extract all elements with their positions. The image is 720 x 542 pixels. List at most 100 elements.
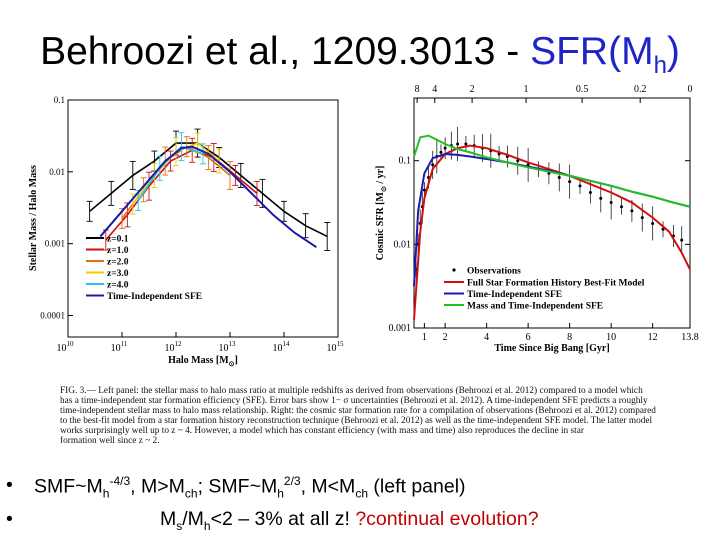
obs-point bbox=[620, 205, 624, 209]
left-legend-label: z=4.0 bbox=[107, 281, 129, 291]
left-legend-label: z=0.1 bbox=[107, 235, 129, 245]
left-y-tick-label: 0.0001 bbox=[40, 310, 65, 320]
left-x-tick-label: 1014 bbox=[273, 340, 291, 354]
left-series-line bbox=[99, 145, 317, 249]
obs-point bbox=[431, 163, 435, 167]
left-legend-label: z=2.0 bbox=[107, 258, 129, 268]
charts-figure: 1010 1011 1012 1013 1014 10150.10.010.0010.00… bbox=[28, 84, 699, 368]
left-plot-frame bbox=[67, 99, 339, 338]
b2-s1: s bbox=[176, 518, 183, 533]
obs-point bbox=[578, 184, 582, 188]
obs-point bbox=[651, 221, 655, 225]
bullet-text: Ms/Mh<2 – 3% at all z! ?continual evolut… bbox=[160, 508, 539, 533]
b1-s1: h bbox=[102, 486, 110, 501]
left-legend-label: z=3.0 bbox=[107, 269, 129, 279]
bullet-list: • SMF~Mh-4/3, M>Mch; SMF~Mh2/3, M<Mch (l… bbox=[0, 474, 720, 542]
b1-s4: ch bbox=[355, 486, 368, 501]
right-x-tick-label: 10 bbox=[606, 332, 616, 343]
left-y-tick-label: 0.001 bbox=[45, 239, 65, 249]
right-top-tick-label: 2 bbox=[470, 84, 475, 95]
title-sfr-close: ) bbox=[666, 30, 680, 73]
b2-s2: h bbox=[203, 518, 211, 533]
obs-point bbox=[443, 146, 447, 150]
b1-s2: ch bbox=[184, 486, 198, 501]
caption-line: works surprisingly well up to z ~ 4. How… bbox=[60, 426, 584, 437]
caption-line: time-independent stellar mass to halo ma… bbox=[60, 406, 656, 417]
b2-p1: M bbox=[160, 508, 177, 530]
b2-p2: /M bbox=[182, 508, 204, 530]
b1-p4: , M<M bbox=[300, 475, 356, 498]
right-legend-label: Time-Independent SFE bbox=[467, 290, 562, 300]
b2-question: ?continual evolution? bbox=[355, 508, 539, 530]
right-x-tick-label: 1 bbox=[422, 332, 427, 343]
right-y-tick-label: 0.1 bbox=[399, 156, 412, 167]
obs-point bbox=[568, 180, 572, 184]
title-sfr-text: SFR(M bbox=[530, 30, 654, 73]
right-x-tick-label: 13.8 bbox=[681, 332, 699, 343]
obs-point bbox=[557, 175, 561, 179]
title-main: Behroozi et al., 1209.3013 - bbox=[40, 30, 531, 73]
bullet-text: SMF~Mh-4/3, M>Mch; SMF~Mh2/3, M<Mch (lef… bbox=[34, 474, 466, 500]
right-y-tick-label: 0.01 bbox=[394, 239, 412, 250]
right-legend-label: Mass and Time-Independent SFE bbox=[467, 302, 603, 312]
b1-p2: , M>M bbox=[130, 475, 185, 498]
caption-line: FIG. 3.— Left panel: the stellar mass to… bbox=[60, 386, 643, 396]
right-top-tick-label: 4 bbox=[432, 84, 437, 95]
right-top-tick-label: 0.2 bbox=[634, 84, 647, 95]
right-top-tick-label: 0 bbox=[688, 84, 693, 95]
bullet-dot: • bbox=[6, 474, 13, 496]
bullet-dot: • bbox=[6, 508, 13, 530]
left-y-tick-label: 0.01 bbox=[49, 167, 65, 177]
obs-point bbox=[422, 188, 426, 192]
title-sfr-sub: h bbox=[653, 51, 667, 79]
obs-point bbox=[609, 201, 613, 205]
right-y-tick-label: 0.001 bbox=[389, 323, 412, 334]
obs-point bbox=[661, 227, 665, 231]
obs-point bbox=[456, 142, 460, 146]
obs-point bbox=[680, 238, 684, 242]
caption-line: to the best-fit model from a star format… bbox=[60, 416, 653, 427]
right-legend-label: Observations bbox=[467, 267, 521, 277]
obs-point bbox=[516, 159, 520, 163]
left-legend-label: z=1.0 bbox=[107, 246, 129, 256]
obs-point bbox=[630, 209, 634, 213]
title-sfr: SFR(Mh) bbox=[530, 30, 680, 79]
right-series-line bbox=[413, 144, 691, 320]
right-x-axis-label: Time Since Big Bang [Gyr] bbox=[494, 343, 609, 354]
right-series-line bbox=[413, 134, 691, 208]
left-x-tick-label: 1010 bbox=[57, 340, 75, 354]
obs-point bbox=[588, 191, 592, 195]
left-x-tick-label: 1012 bbox=[165, 340, 183, 354]
obs-point bbox=[439, 150, 443, 154]
right-x-tick-label: 6 bbox=[526, 332, 531, 343]
caption-line: has a time-independent star formation ef… bbox=[60, 396, 648, 407]
obs-point bbox=[599, 196, 603, 200]
figure-caption: FIG. 3.— Left panel: the stellar mass to… bbox=[60, 386, 720, 466]
b1-p3: ; SMF~M bbox=[197, 475, 278, 498]
right-plot-frame bbox=[413, 97, 691, 329]
right-legend-obs-marker bbox=[452, 268, 456, 272]
b1-s3: h bbox=[277, 486, 284, 501]
right-x-tick-label: 8 bbox=[567, 332, 572, 343]
left-legend-label: Time-Independent SFE bbox=[107, 292, 202, 302]
bullet-item: • SMF~Mh-4/3, M>Mch; SMF~Mh2/3, M<Mch (l… bbox=[0, 474, 720, 508]
right-x-tick-label: 4 bbox=[484, 332, 489, 343]
b2-p3: <2 – 3% at all z! bbox=[210, 508, 356, 530]
b1-p1: SMF~M bbox=[34, 475, 103, 498]
right-legend-label: Full Star Formation History Best-Fit Mod… bbox=[467, 279, 645, 289]
right-y-axis-label: Cosmic SFR [M⊙ / yr] bbox=[375, 166, 388, 261]
right-x-tick-label: 2 bbox=[443, 332, 448, 343]
b1-p5: (left panel) bbox=[368, 475, 466, 498]
obs-point bbox=[464, 142, 468, 146]
left-x-tick-label: 1013 bbox=[219, 340, 237, 354]
caption-line: formation well since z ~ 2. bbox=[60, 436, 160, 447]
right-top-tick-label: 1 bbox=[524, 84, 529, 95]
left-y-tick-label: 0.1 bbox=[54, 95, 65, 105]
right-series-line bbox=[413, 153, 691, 287]
left-y-axis-label: Stellar Mass / Halo Mass bbox=[28, 165, 39, 271]
right-top-tick-label: 8 bbox=[415, 84, 420, 95]
b1-sup1: -4/3 bbox=[109, 474, 131, 488]
slide-title: Behroozi et al., 1209.3013 - SFR(Mh) bbox=[0, 30, 720, 80]
bullet-item: • Ms/Mh<2 – 3% at all z! ?continual evol… bbox=[0, 508, 720, 542]
right-x-tick-label: 12 bbox=[648, 332, 658, 343]
